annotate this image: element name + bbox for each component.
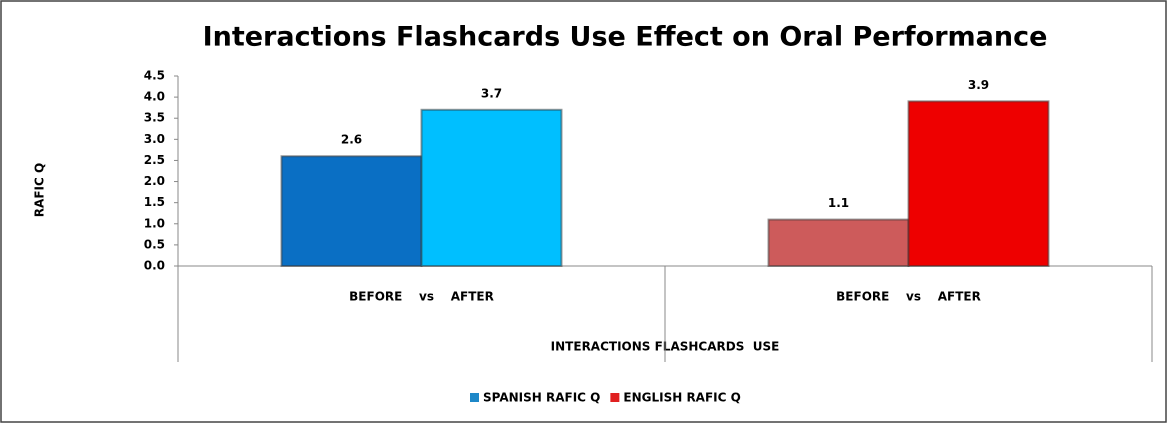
legend-label: ENGLISH RAFIC Q	[623, 391, 740, 405]
legend-label: SPANISH RAFIC Q	[483, 391, 600, 405]
x-tick-label: BEFORE vs AFTER	[349, 290, 494, 304]
x-tick-label: BEFORE vs AFTER	[836, 290, 981, 304]
y-tick-label: 2.5	[144, 153, 165, 167]
bar	[767, 218, 910, 267]
bar	[420, 108, 563, 268]
y-tick-label: 0.0	[144, 259, 165, 273]
y-axis-title: RAFIC Q	[33, 163, 47, 217]
y-tick-label: 4.0	[144, 90, 165, 104]
data-label: 1.1	[828, 196, 849, 210]
legend-swatch	[470, 393, 479, 402]
y-tick-label: 0.5	[144, 237, 165, 251]
y-tick-label: 3.0	[144, 132, 165, 146]
data-label: 2.6	[341, 133, 362, 147]
y-tick-label: 4.5	[144, 69, 165, 83]
y-tick-label: 3.5	[144, 111, 165, 125]
legend-swatch	[610, 393, 620, 402]
data-label: 3.9	[968, 78, 989, 92]
bar	[280, 155, 423, 268]
bar	[907, 100, 1050, 268]
y-tick-label: 1.0	[144, 216, 165, 230]
y-tick-label: 2.0	[144, 174, 165, 188]
y-tick-label: 1.5	[144, 195, 165, 209]
chart-title: Interactions Flashcards Use Effect on Or…	[203, 22, 1048, 53]
data-label: 3.7	[481, 86, 502, 100]
